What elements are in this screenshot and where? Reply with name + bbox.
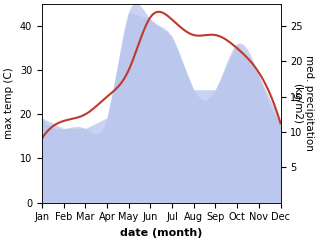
Y-axis label: max temp (C): max temp (C)	[4, 68, 14, 139]
Y-axis label: med. precipitation
(kg/m2): med. precipitation (kg/m2)	[292, 55, 314, 151]
X-axis label: date (month): date (month)	[120, 228, 202, 238]
